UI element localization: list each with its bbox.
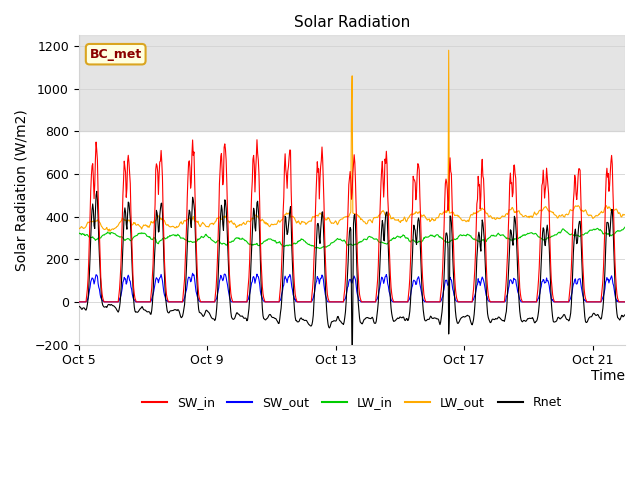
Title: Solar Radiation: Solar Radiation [294, 15, 410, 30]
Text: Time: Time [591, 369, 625, 383]
Bar [79, 36, 625, 132]
Y-axis label: Solar Radiation (W/m2): Solar Radiation (W/m2) [15, 109, 29, 271]
Legend: SW_in, SW_out, LW_in, LW_out, Rnet: SW_in, SW_out, LW_in, LW_out, Rnet [137, 391, 567, 414]
Text: BC_met: BC_met [90, 48, 142, 60]
